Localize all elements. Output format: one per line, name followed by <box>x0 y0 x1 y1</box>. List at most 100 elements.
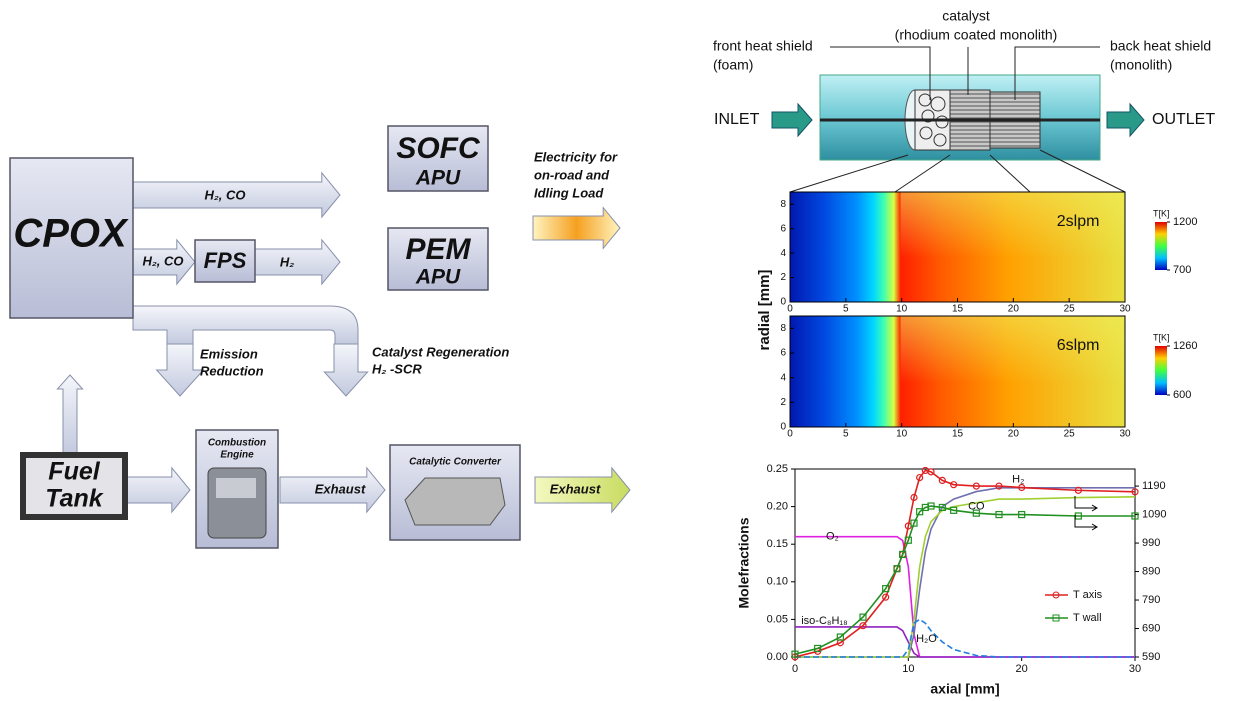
y2-tick-label: 890 <box>1142 565 1160 577</box>
flow-label: Exhaust <box>315 481 366 496</box>
x-tick-label: 25 <box>1064 304 1076 315</box>
layout <box>57 173 630 512</box>
back-label: back heat shield <box>1110 38 1211 54</box>
flow-label: Electricity for <box>534 149 618 164</box>
x-tick-label: 10 <box>896 429 908 440</box>
x-tick-label: 30 <box>1129 663 1141 675</box>
engine-image <box>216 478 256 498</box>
converter-image <box>405 478 505 525</box>
flow-arrow <box>324 344 367 396</box>
catalyst-label: (rhodium coated monolith) <box>895 27 1058 43</box>
engine-label: Combustion <box>208 438 266 449</box>
colorbar-title: T[K] <box>1153 332 1170 342</box>
fps-label: FPS <box>204 248 247 273</box>
inlet-arrow <box>772 104 812 136</box>
y-tick-label: 4 <box>780 372 786 383</box>
y2-tick-label: 790 <box>1142 594 1160 606</box>
y-tick-label: 4 <box>780 248 786 259</box>
figure: CPOX SOFC APU PEM APU FPS H₂, CO H₂, CO … <box>0 0 1236 701</box>
charts: 051015202530024682slpmradial [mm]T[K]700… <box>736 192 1198 697</box>
flow-band <box>133 306 358 345</box>
flow-arrow <box>255 240 340 284</box>
y-tick-label: 0.20 <box>767 501 788 513</box>
flow-label: H₂, CO <box>204 187 245 202</box>
flow-arrow <box>127 468 190 512</box>
y-tick-label: 0.10 <box>767 576 788 588</box>
y2-tick-label: 1090 <box>1142 508 1166 520</box>
flow-arrow <box>157 344 204 396</box>
x-tick-label: 30 <box>1119 304 1131 315</box>
x-tick-label: 0 <box>792 663 798 675</box>
series-label: O₂ <box>826 531 839 543</box>
sofc-sub: APU <box>415 167 461 190</box>
front-label: (foam) <box>713 57 753 73</box>
reactor-schematic: INLET OUTLET catalyst (rhodium coated mo… <box>713 8 1215 192</box>
flow-arrow <box>57 375 82 455</box>
y-tick-label: 6 <box>780 223 786 234</box>
fuel-tank-label: Tank <box>45 485 104 513</box>
x-tick-label: 10 <box>896 304 908 315</box>
x-tick-label: 10 <box>902 663 914 675</box>
y-tick-label: 0 <box>780 422 786 433</box>
flow-label: H₂ -SCR <box>372 361 422 376</box>
y2-tick-label: 690 <box>1142 622 1160 634</box>
y-tick-label: 0 <box>780 297 786 308</box>
colorbar-tick-label: 600 <box>1173 389 1191 401</box>
series-label: iso-C₈H₁₈ <box>801 615 847 627</box>
front-label: front heat shield <box>713 38 813 54</box>
y2-tick-label: 1190 <box>1142 480 1166 492</box>
outlet-arrow <box>1107 104 1144 136</box>
y-tick-label: 8 <box>780 323 786 334</box>
fuel-tank-label: Fuel <box>48 458 100 486</box>
y2-tick-label: 990 <box>1142 537 1160 549</box>
series-label: H₂O <box>916 633 937 645</box>
y-tick-label: 8 <box>780 199 786 210</box>
x-tick-label: 20 <box>1008 304 1020 315</box>
y-axis-label: radial [mm] <box>756 270 773 351</box>
x-tick-label: 20 <box>1008 429 1020 440</box>
colorbar-title: T[K] <box>1153 208 1170 218</box>
x-tick-label: 15 <box>952 304 964 315</box>
series-line <box>795 506 1135 654</box>
y-tick-label: 0.00 <box>767 651 788 663</box>
x-axis-label: axial [mm] <box>930 681 999 697</box>
inlet-label: INLET <box>714 111 760 128</box>
axis-pointer <box>1075 515 1097 530</box>
heatmap-shade <box>901 316 1125 427</box>
flow-label: Exhaust <box>550 481 601 496</box>
pem-sub: APU <box>415 266 461 289</box>
colorbar-tick-label: 1200 <box>1173 216 1197 228</box>
flow-label: Idling Load <box>534 185 604 200</box>
x-tick-label: 0 <box>787 429 793 440</box>
back-label: (monolith) <box>1110 57 1172 73</box>
x-tick-label: 20 <box>1016 663 1028 675</box>
y-tick-label: 2 <box>780 397 786 408</box>
colorbar <box>1155 222 1167 270</box>
legend-label: T wall <box>1073 612 1102 624</box>
annotation: 6slpm <box>1057 337 1100 354</box>
x-tick-label: 5 <box>843 304 849 315</box>
x-tick-label: 30 <box>1119 429 1131 440</box>
colorbar-tick-label: 700 <box>1173 264 1191 276</box>
flow-label: Emission <box>200 346 258 361</box>
catalyst-label: catalyst <box>942 8 990 24</box>
y-tick-label: 0.25 <box>767 463 788 475</box>
y-tick-label: 0.15 <box>767 538 788 550</box>
x-tick-label: 5 <box>843 429 849 440</box>
colorbar-tick-label: 1260 <box>1173 340 1197 352</box>
cpox-label: CPOX <box>13 212 129 256</box>
y-tick-label: 6 <box>780 348 786 359</box>
x-tick-label: 25 <box>1064 429 1076 440</box>
colorbar <box>1155 346 1167 395</box>
engine-label: Engine <box>220 450 254 461</box>
series-line <box>795 470 1135 657</box>
x-tick-label: 15 <box>952 429 964 440</box>
x-tick-label: 0 <box>787 304 793 315</box>
heatmap-shade <box>901 192 1125 302</box>
flow-arrow <box>533 208 620 249</box>
flow-label: H₂ <box>280 254 294 269</box>
converter-label: Catalytic Converter <box>409 457 502 468</box>
y-tick-label: 2 <box>780 272 786 283</box>
legend-label: T axis <box>1073 589 1103 601</box>
flow-label: on-road and <box>534 167 610 182</box>
